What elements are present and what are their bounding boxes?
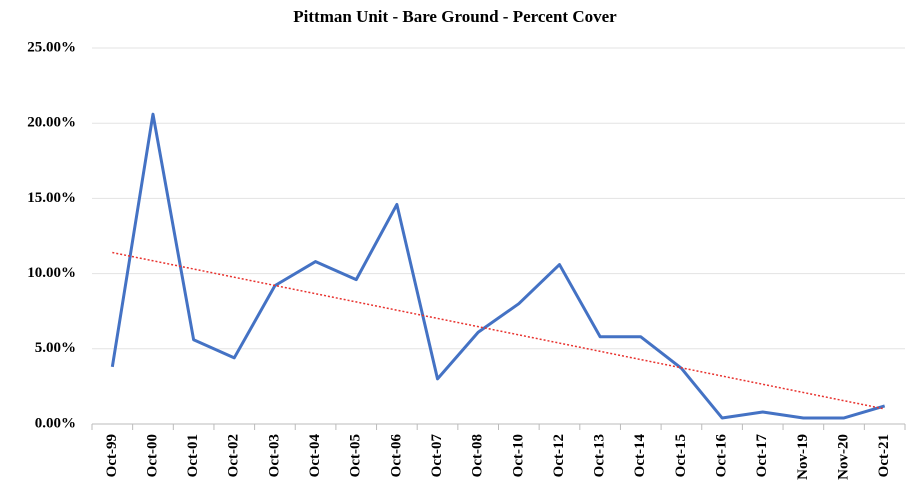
x-tick-label: Oct-04 — [307, 434, 323, 478]
x-tick-label: Nov-19 — [795, 434, 811, 480]
x-tick-label: Oct-01 — [185, 434, 201, 477]
x-tick-label: Oct-15 — [673, 434, 689, 477]
y-tick-label: 15.00% — [27, 190, 76, 206]
y-tick-label: 0.00% — [35, 415, 76, 431]
x-tick-label: Oct-03 — [266, 434, 282, 477]
x-tick-label: Oct-02 — [226, 434, 242, 477]
x-tick-label: Nov-20 — [835, 434, 851, 480]
x-tick-label: Oct-00 — [144, 434, 160, 477]
x-tick-label: Oct-12 — [551, 434, 567, 477]
x-tick-label: Oct-07 — [429, 434, 445, 478]
x-tick-label: Oct-13 — [592, 434, 608, 477]
y-tick-label: 10.00% — [27, 265, 76, 281]
x-tick-label: Oct-06 — [388, 434, 404, 478]
data-line — [110, 112, 886, 420]
x-tick-label: Oct-10 — [510, 434, 526, 477]
chart-title: Pittman Unit - Bare Ground - Percent Cov… — [293, 7, 617, 26]
x-tick-label: Oct-05 — [348, 434, 364, 477]
y-tick-label: 5.00% — [35, 340, 76, 356]
y-tick-label: 20.00% — [27, 115, 76, 131]
x-tick-label: Oct-99 — [104, 434, 120, 477]
x-tick-label: Oct-17 — [754, 434, 770, 478]
x-tick-label: Oct-16 — [714, 434, 730, 478]
x-tick-label: Oct-21 — [876, 434, 892, 477]
y-tick-label: 25.00% — [27, 39, 76, 55]
x-tick-label: Oct-14 — [632, 434, 648, 478]
trendline — [112, 251, 885, 410]
x-tick-label: Oct-08 — [470, 434, 486, 477]
